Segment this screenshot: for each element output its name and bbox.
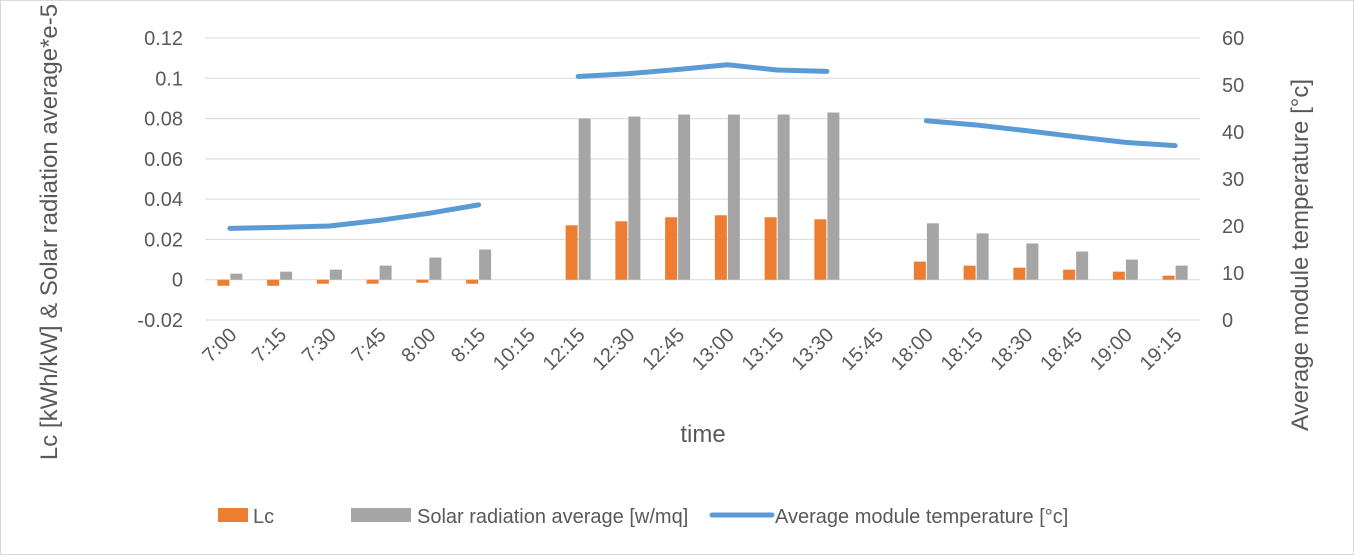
legend-label-module-temperature: Average module temperature [°c] bbox=[775, 506, 1068, 528]
legend: Lc Solar radiation average [w/mq] Averag… bbox=[218, 506, 1068, 528]
bar-lc-7-45 bbox=[366, 279, 379, 284]
bar-solar-radiation-average-w-mq-7-00 bbox=[230, 273, 243, 280]
bar-lc-19-00 bbox=[1112, 271, 1125, 280]
legend-label-solar-radiation: Solar radiation average [w/mq] bbox=[417, 506, 688, 528]
bar-lc-12-30 bbox=[615, 221, 628, 280]
y-left-tick-label: 0.12 bbox=[144, 28, 183, 50]
legend-label-lc: Lc bbox=[253, 506, 274, 528]
bar-lc-13-15 bbox=[764, 217, 777, 280]
y-left-tick-label: 0.02 bbox=[144, 229, 183, 251]
bar-lc-13-00 bbox=[714, 215, 727, 280]
y-left-tick-label: -0.02 bbox=[137, 310, 183, 332]
y-left-tick-label: 0.08 bbox=[144, 109, 183, 131]
bar-solar-radiation-average-w-mq-18-30 bbox=[1026, 243, 1039, 280]
bar-solar-radiation-average-w-mq-18-15 bbox=[976, 233, 989, 280]
bar-lc-7-30 bbox=[316, 279, 329, 284]
line-segment-average-module-temperature-c bbox=[923, 118, 1178, 149]
bar-lc-8-15 bbox=[466, 279, 479, 284]
bar-solar-radiation-average-w-mq-7-30 bbox=[329, 269, 342, 280]
lines bbox=[227, 62, 1178, 231]
y-right-tick-label: 10 bbox=[1222, 263, 1244, 285]
bar-lc-18-45 bbox=[1063, 269, 1076, 280]
legend-swatch-solar-radiation bbox=[351, 508, 411, 522]
y-left-tick-label: 0.1 bbox=[155, 68, 183, 90]
y-axis-left-title: Lc [kWh/kW] & Solar radiation average*e-… bbox=[36, 0, 63, 460]
bar-lc-18-00 bbox=[913, 261, 926, 280]
line-segment-average-module-temperature-c bbox=[575, 62, 830, 80]
y-right-tick-label: 50 bbox=[1222, 75, 1244, 97]
y-left-tick-label: 0.06 bbox=[144, 149, 183, 171]
line-segment-average-module-temperature-c bbox=[227, 202, 482, 231]
bar-solar-radiation-average-w-mq-18-00 bbox=[926, 223, 939, 280]
bar-solar-radiation-average-w-mq-7-15 bbox=[280, 271, 293, 280]
bars bbox=[217, 112, 1188, 286]
x-axis-title: time bbox=[680, 421, 725, 448]
y-left-tick-labels: -0.02 0 0.02 0.04 0.06 0.08 0.1 0.12 bbox=[137, 28, 183, 332]
bar-solar-radiation-average-w-mq-19-00 bbox=[1125, 259, 1138, 280]
bar-lc-8-00 bbox=[416, 279, 429, 283]
bar-lc-7-00 bbox=[217, 279, 230, 286]
y-right-tick-labels: 0 10 20 30 40 50 60 bbox=[1222, 28, 1244, 332]
bar-solar-radiation-average-w-mq-8-00 bbox=[429, 257, 442, 280]
bar-lc-19-15 bbox=[1162, 275, 1175, 280]
bar-lc-7-15 bbox=[267, 279, 280, 286]
y-right-tick-label: 60 bbox=[1222, 28, 1244, 50]
bar-solar-radiation-average-w-mq-12-15 bbox=[578, 118, 591, 280]
bar-solar-radiation-average-w-mq-12-45 bbox=[678, 114, 691, 280]
y-right-tick-label: 30 bbox=[1222, 169, 1244, 191]
bar-solar-radiation-average-w-mq-19-15 bbox=[1175, 265, 1188, 280]
bar-solar-radiation-average-w-mq-13-00 bbox=[727, 114, 740, 280]
bar-lc-12-45 bbox=[665, 217, 678, 280]
y-right-tick-label: 0 bbox=[1222, 310, 1233, 332]
bar-lc-18-30 bbox=[1013, 267, 1026, 280]
y-right-tick-label: 20 bbox=[1222, 216, 1244, 238]
legend-swatch-lc bbox=[218, 508, 248, 522]
bar-solar-radiation-average-w-mq-7-45 bbox=[379, 265, 392, 280]
bar-lc-18-15 bbox=[963, 265, 976, 280]
y-left-tick-label: 0 bbox=[172, 270, 183, 292]
y-right-tick-label: 40 bbox=[1222, 122, 1244, 144]
bar-lc-12-15 bbox=[565, 225, 578, 280]
y-left-tick-label: 0.04 bbox=[144, 189, 183, 211]
bar-solar-radiation-average-w-mq-18-45 bbox=[1076, 251, 1089, 280]
bar-solar-radiation-average-w-mq-13-15 bbox=[777, 114, 790, 280]
bar-solar-radiation-average-w-mq-12-30 bbox=[628, 116, 641, 280]
bar-lc-13-30 bbox=[814, 219, 827, 280]
y-axis-right-title: Average module temperature [°c] bbox=[1287, 79, 1314, 431]
bar-solar-radiation-average-w-mq-13-30 bbox=[827, 112, 840, 280]
bar-solar-radiation-average-w-mq-8-15 bbox=[479, 249, 492, 280]
